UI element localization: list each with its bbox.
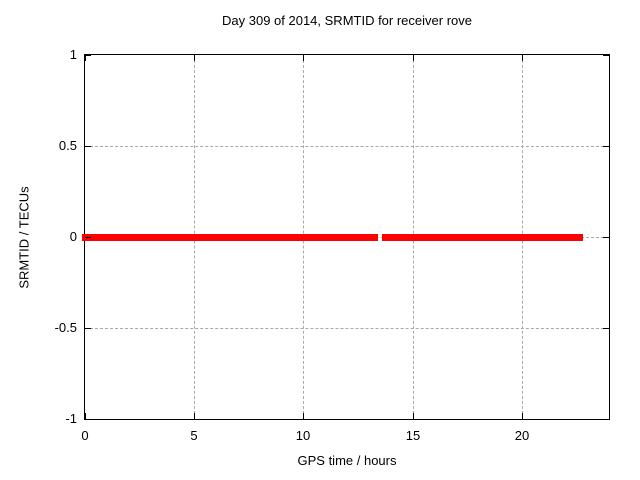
y-tick-left [85, 419, 91, 420]
y-tick-label: -1 [65, 411, 77, 426]
x-tick-top [85, 55, 86, 61]
x-tick-top [303, 55, 304, 61]
x-tick-bottom [522, 413, 523, 419]
y-tick-right [603, 419, 609, 420]
y-tick-right [603, 237, 609, 238]
y-tick-left [85, 237, 91, 238]
data-series-segment [82, 234, 378, 241]
y-tick-label: 1 [69, 47, 77, 62]
y-tick-left [85, 328, 91, 329]
x-tick-bottom [413, 413, 414, 419]
gridline-horizontal [85, 328, 609, 329]
y-tick-left [85, 146, 91, 147]
y-tick-label: 0.5 [58, 138, 77, 153]
x-tick-bottom [194, 413, 195, 419]
y-tick-label: 0 [69, 229, 77, 244]
data-series-segment [382, 234, 583, 241]
y-tick-right [603, 55, 609, 56]
y-tick-right [603, 146, 609, 147]
gridline-horizontal [85, 146, 609, 147]
y-tick-right [603, 328, 609, 329]
plot-area: 0 5 10 15 20 1 0.5 0 -0.5 -1 [55, 47, 610, 443]
x-tick-label: 20 [514, 428, 530, 443]
x-tick-label: 0 [81, 428, 89, 443]
y-tick-label: -0.5 [54, 320, 77, 335]
chart-title: Day 309 of 2014, SRMTID for receiver rov… [222, 13, 472, 28]
x-tick-label: 15 [405, 428, 421, 443]
x-tick-top [413, 55, 414, 61]
x-tick-label: 10 [295, 428, 311, 443]
x-tick-bottom [303, 413, 304, 419]
x-tick-top [522, 55, 523, 61]
x-tick-label: 5 [190, 428, 198, 443]
x-tick-top [194, 55, 195, 61]
x-axis-label: GPS time / hours [297, 453, 397, 468]
y-tick-left [85, 55, 91, 56]
x-tick-bottom [85, 413, 86, 419]
